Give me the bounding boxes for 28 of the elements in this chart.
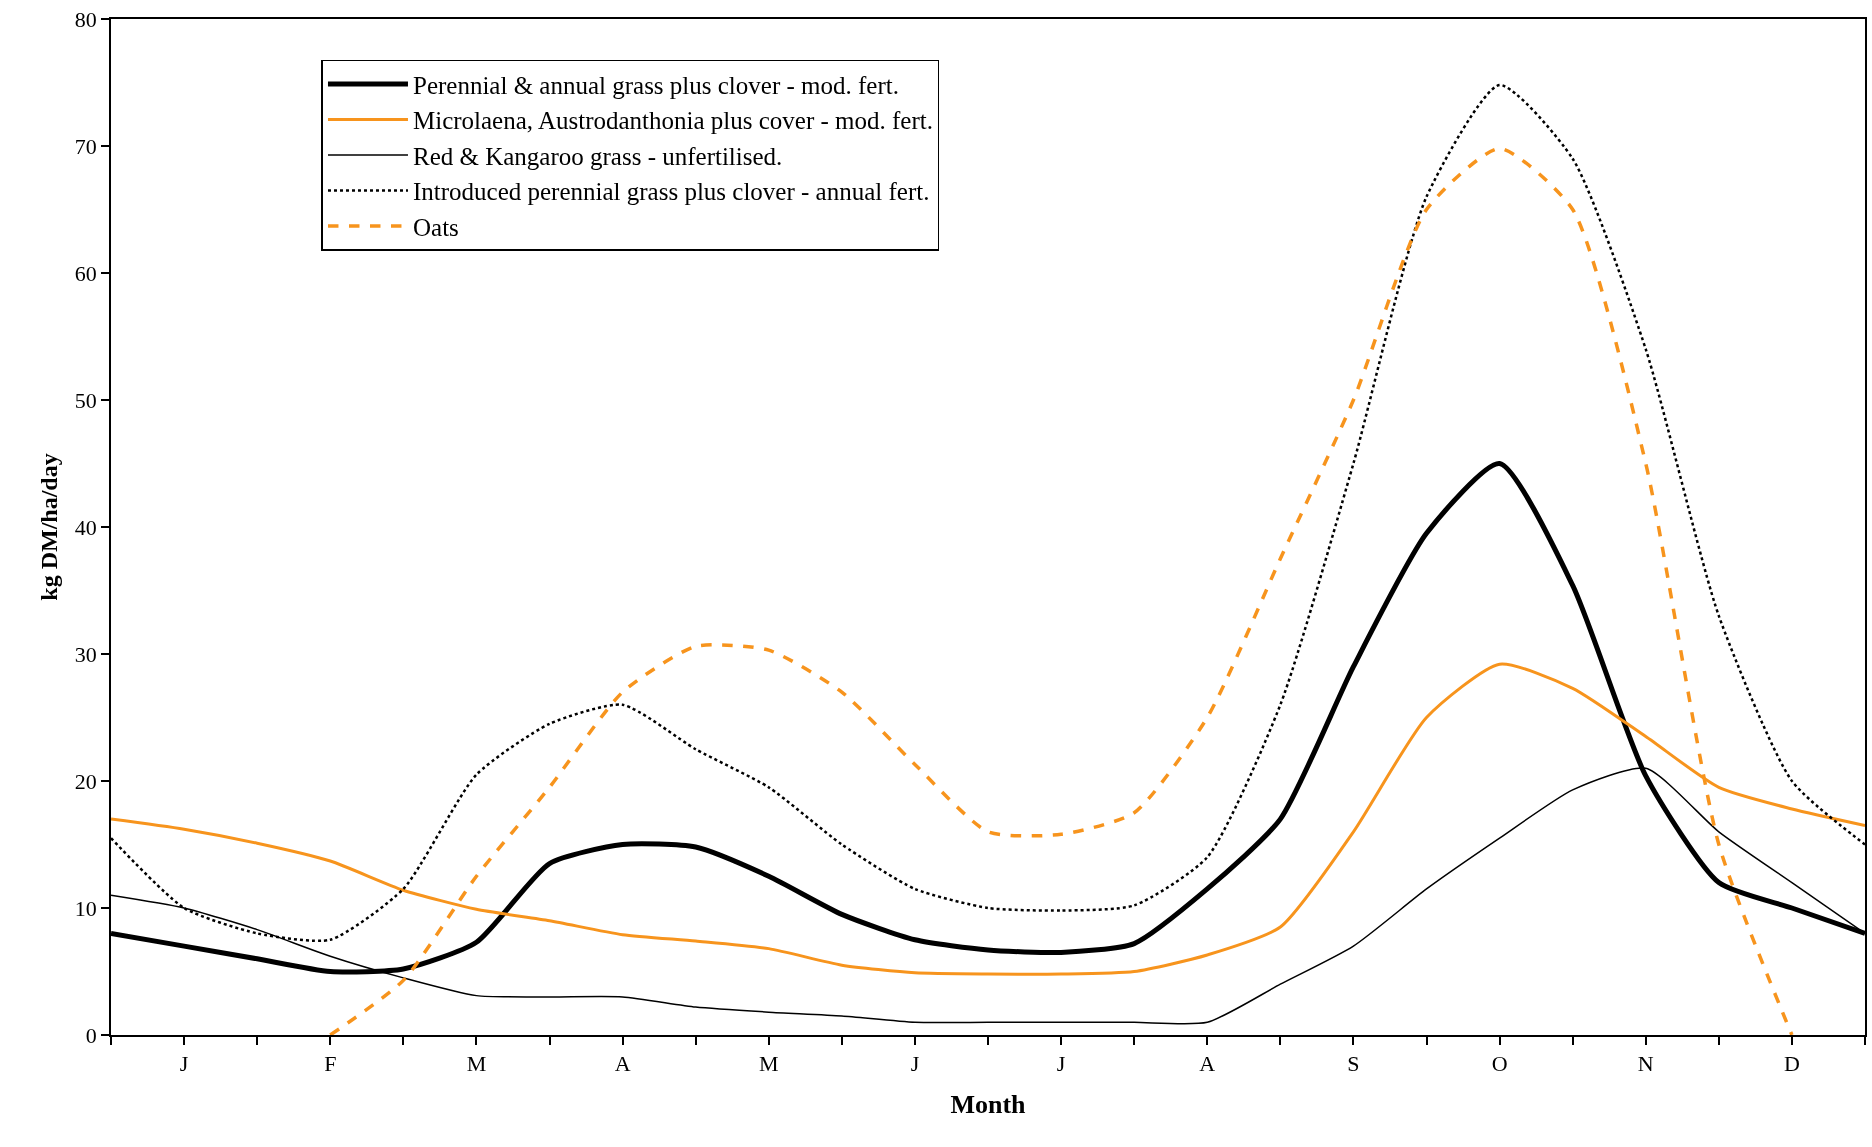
y-tick-label: 70 <box>74 133 97 159</box>
y-tick-label: 20 <box>74 768 97 794</box>
legend-label: Red & Kangaroo grass - unfertilised. <box>412 142 783 170</box>
x-tick-label: F <box>324 1051 337 1077</box>
y-tick-label: 40 <box>74 514 97 540</box>
x-tick-label: M <box>466 1051 487 1077</box>
x-tick-label: M <box>758 1051 779 1077</box>
y-tick-label: 10 <box>74 895 97 921</box>
x-tick-label: A <box>1199 1051 1216 1077</box>
x-tick-label: S <box>1347 1051 1360 1077</box>
y-axis-title: kg DM/ha/day <box>36 453 63 601</box>
x-tick-label: J <box>179 1051 189 1077</box>
y-tick-label: 0 <box>85 1022 97 1048</box>
x-tick-label: J <box>1056 1051 1066 1077</box>
x-axis-title: Month <box>950 1090 1027 1120</box>
x-tick-label: N <box>1637 1051 1654 1077</box>
x-tick-label: D <box>1783 1051 1800 1077</box>
y-tick-label: 30 <box>74 641 97 667</box>
x-tick-label: A <box>614 1051 631 1077</box>
legend-label: Oats <box>412 213 459 241</box>
y-tick-label: 50 <box>74 387 97 413</box>
y-tick-label: 80 <box>74 6 97 32</box>
legend-label: Introduced perennial grass plus clover - annual fert. <box>412 178 930 206</box>
x-tick-label: O <box>1491 1051 1508 1077</box>
y-tick-label: 60 <box>74 260 97 286</box>
legend-label: Perennial & annual grass plus clover - mod. fert. <box>412 71 899 99</box>
x-tick-label: J <box>910 1051 920 1077</box>
legend-label: Microlaena, Austrodanthonia plus cover - mod. fert. <box>412 107 933 135</box>
